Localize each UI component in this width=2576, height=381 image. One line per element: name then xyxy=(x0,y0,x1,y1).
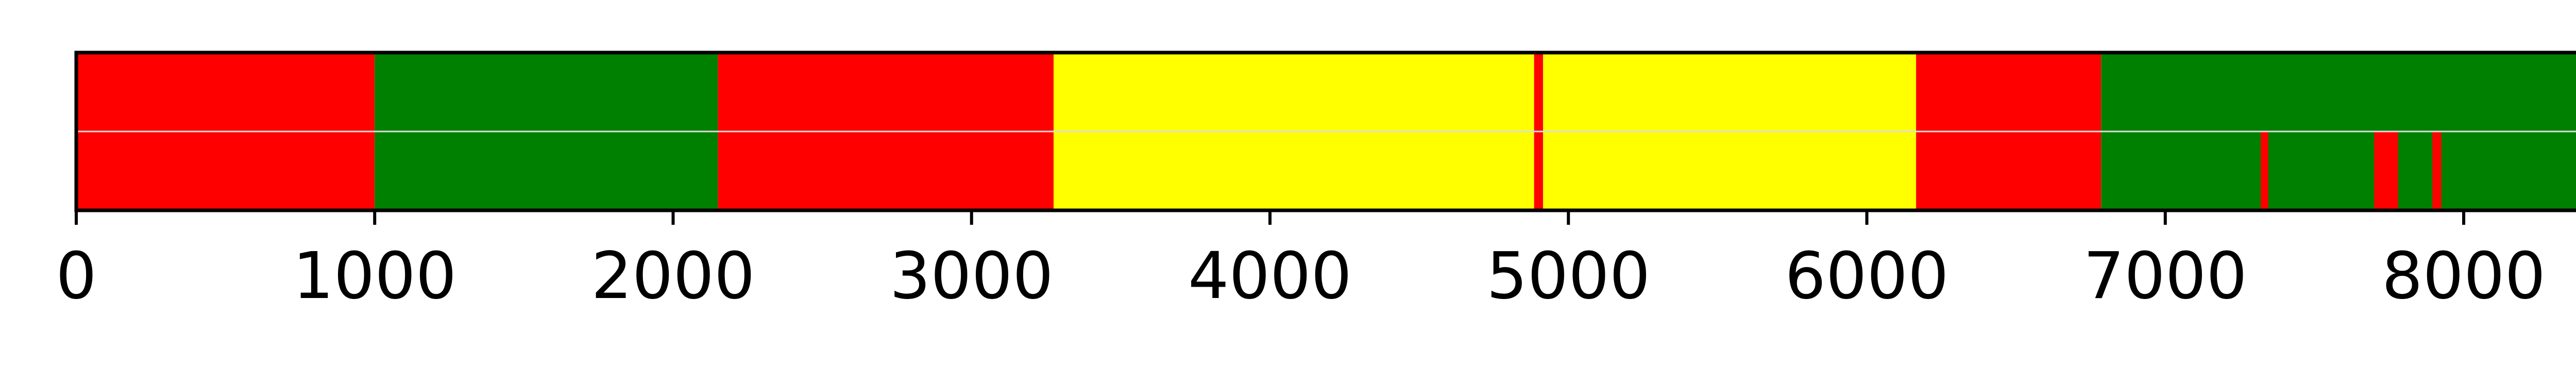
x-tick-label-0: 0 xyxy=(56,239,97,313)
x-tick-label-7: 7000 xyxy=(2083,239,2247,313)
plot-frame xyxy=(74,51,2576,212)
lower-mark-2 xyxy=(2432,131,2442,210)
x-tick-label-5: 5000 xyxy=(1486,239,1650,313)
x-tick-label-6: 6000 xyxy=(1785,239,1948,313)
x-tick-label-3: 3000 xyxy=(890,239,1054,313)
lower-mark-group xyxy=(2261,131,2442,210)
x-tick-label-1: 1000 xyxy=(293,239,456,313)
x-tick-label-2: 2000 xyxy=(591,239,755,313)
lower-mark-0 xyxy=(2261,131,2268,210)
lower-mark-1 xyxy=(2374,131,2398,210)
x-axis: 0 1000 2000 3000 4000 5000 6000 7000 8000 xyxy=(56,210,2546,313)
x-tick-label-8: 8000 xyxy=(2382,239,2546,313)
x-tick-label-4: 4000 xyxy=(1188,239,1352,313)
